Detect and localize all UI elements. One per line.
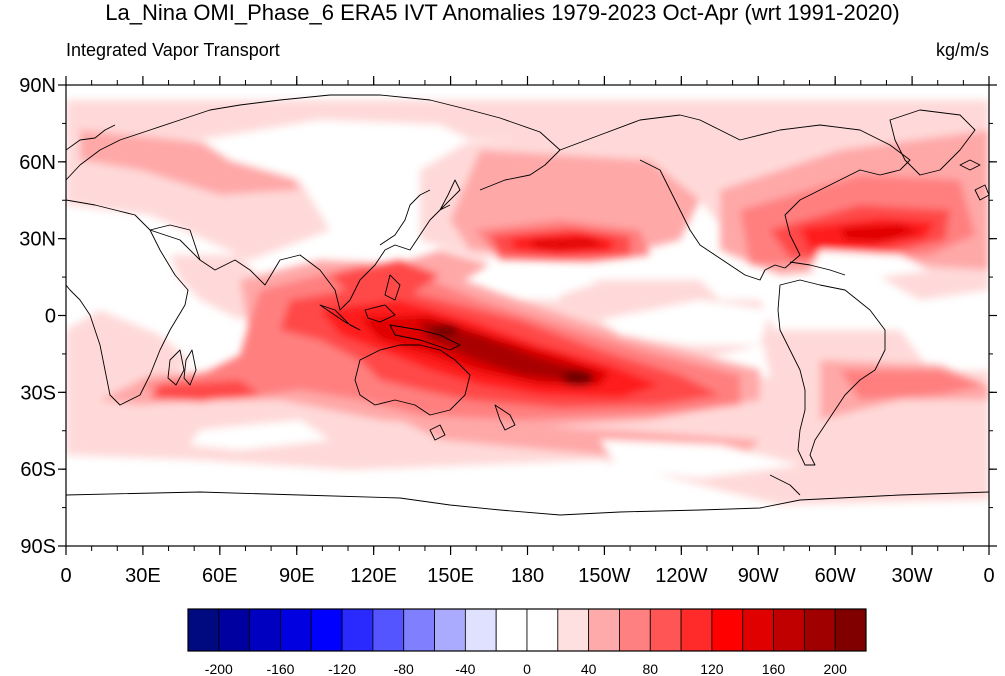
lon-tick-label: 90E <box>279 565 315 587</box>
lon-tick-label: 60E <box>202 565 238 587</box>
colorbar-tick-label: -80 <box>394 661 414 676</box>
lon-tick-label: 150E <box>427 565 474 587</box>
colorbar-swatch <box>526 608 559 652</box>
colorbar-swatch <box>280 608 312 652</box>
colorbar-tick-label: 120 <box>700 661 724 676</box>
anomaly-zero <box>66 120 989 546</box>
anomaly-deep <box>420 320 590 382</box>
colorbar-swatch <box>649 608 682 652</box>
lat-tick-label: 0 <box>45 306 56 328</box>
colorbar-tick-label: 160 <box>762 661 786 676</box>
colorbar-swatch <box>495 608 528 652</box>
lon-tick-label: 60W <box>815 565 856 587</box>
colorbar-swatch <box>742 608 774 652</box>
lon-tick-label: 0 <box>60 565 71 587</box>
variable-label: Integrated Vapor Transport <box>66 40 280 60</box>
lat-tick-label: 90N <box>19 75 56 97</box>
lat-tick-label: 30S <box>20 382 56 404</box>
lon-tick-label: 30W <box>892 565 933 587</box>
colorbar: -200 -160 -120 -80 -40 0 40 80 120 160 200 <box>187 608 867 676</box>
coastlines <box>66 94 989 516</box>
colorbar-swatch <box>464 608 497 652</box>
lon-tick-label: 180 <box>511 565 544 587</box>
colorbar-swatch <box>588 608 620 652</box>
lon-axis: 0 30E 60E 90E 120E 150E 180 150W 120W 90W 60W 30W 0 <box>60 76 995 587</box>
colorbar-tick-label: 0 <box>523 661 531 676</box>
lon-tick-label: 120W <box>655 565 707 587</box>
lon-tick-label: 150W <box>578 565 630 587</box>
map-title: La_Nina OMI_Phase_6 ERA5 IVT Anomalies 1… <box>105 0 900 25</box>
colorbar-tick-label: 200 <box>824 661 848 676</box>
anomaly-field <box>66 85 989 546</box>
colorbar-swatch <box>218 608 251 652</box>
colorbar-tick-label: -40 <box>455 661 475 676</box>
anomaly-darkest <box>431 324 594 386</box>
lat-tick-label: 30N <box>19 229 56 251</box>
lon-tick-label: 0 <box>983 565 994 587</box>
colorbar-swatch <box>619 608 651 652</box>
colorbar-swatch <box>773 608 805 652</box>
colorbar-swatch <box>680 608 713 652</box>
colorbar-swatch <box>187 608 220 652</box>
lat-axis: 90N 60N 30N 0 30S 60S 90S <box>19 75 997 558</box>
colorbar-tick-label: 80 <box>642 661 658 676</box>
lon-tick-label: 30E <box>125 565 161 587</box>
colorbar-tick-label: -200 <box>205 661 233 676</box>
colorbar-tick-label: 40 <box>581 661 597 676</box>
colorbar-swatch <box>403 608 435 652</box>
units-label: kg/m/s <box>935 40 989 60</box>
colorbar-swatch <box>557 608 590 652</box>
colorbar-swatch <box>434 608 466 652</box>
lon-tick-label: 90W <box>738 565 779 587</box>
lat-tick-label: 90S <box>20 536 56 558</box>
colorbar-swatch <box>372 608 405 652</box>
colorbar-tick-label: -160 <box>266 661 294 676</box>
lat-tick-label: 60N <box>19 152 56 174</box>
colorbar-swatch <box>341 608 374 652</box>
colorbar-swatch <box>834 608 867 652</box>
lon-tick-label: 120E <box>350 565 397 587</box>
colorbar-swatch <box>803 608 836 652</box>
colorbar-swatch <box>310 608 343 652</box>
lat-tick-label: 60S <box>20 459 56 481</box>
colorbar-swatch <box>711 608 744 652</box>
colorbar-swatch <box>249 608 281 652</box>
colorbar-tick-label: -120 <box>328 661 356 676</box>
